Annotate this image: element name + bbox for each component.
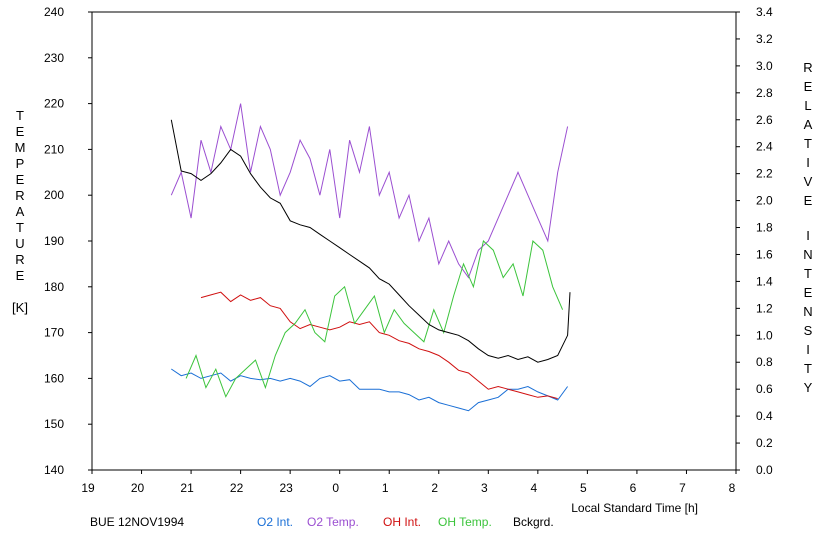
x-tick-label: 21 <box>180 481 194 495</box>
right-axis-letter: S <box>804 323 813 338</box>
right-axis-letter: E <box>804 193 813 208</box>
left-axis-letter: E <box>16 172 25 187</box>
left-axis-letter: A <box>16 204 25 219</box>
x-tick-label: 8 <box>729 481 736 495</box>
right-tick-label: 3.2 <box>756 32 773 46</box>
right-tick-label: 0.8 <box>756 355 773 369</box>
left-tick-label: 240 <box>44 5 64 19</box>
right-tick-label: 0.4 <box>756 409 773 423</box>
right-axis-letter: T <box>804 361 812 376</box>
right-axis-letter: E <box>804 79 813 94</box>
left-axis-letter: M <box>15 140 26 155</box>
right-axis-letter: A <box>804 117 813 132</box>
x-tick-label: 5 <box>580 481 587 495</box>
left-axis-letter: E <box>16 268 25 283</box>
left-tick-label: 140 <box>44 463 64 477</box>
right-tick-label: 2.4 <box>756 140 773 154</box>
right-axis-letter: T <box>804 266 812 281</box>
legend-item: O2 Temp. <box>307 515 359 529</box>
left-tick-label: 210 <box>44 142 64 156</box>
legend-item: OH Int. <box>383 515 421 529</box>
x-tick-label: 1 <box>382 481 389 495</box>
x-tick-label: 0 <box>332 481 339 495</box>
right-axis-letter: T <box>804 136 812 151</box>
right-tick-label: 1.4 <box>756 274 773 288</box>
series-line-0 <box>171 368 569 412</box>
x-tick-label: 7 <box>679 481 686 495</box>
series-line-1 <box>170 103 569 279</box>
right-tick-label: 1.8 <box>756 221 773 235</box>
right-axis-letter: R <box>803 60 812 75</box>
right-axis-letter: I <box>806 228 810 243</box>
left-axis-unit: [K] <box>12 300 28 315</box>
footer-title: BUE 12NOV1994 <box>90 515 184 529</box>
right-tick-label: 0.0 <box>756 463 773 477</box>
right-tick-label: 0.2 <box>756 436 773 450</box>
left-axis-letter: T <box>16 108 24 123</box>
right-axis-letter: V <box>804 174 813 189</box>
left-tick-label: 200 <box>44 188 64 202</box>
right-tick-label: 1.0 <box>756 328 773 342</box>
right-axis-letter: L <box>804 98 811 113</box>
right-tick-label: 2.2 <box>756 167 773 181</box>
left-axis-letter: E <box>16 124 25 139</box>
legend-item: OH Temp. <box>438 515 492 529</box>
legend-item: O2 Int. <box>257 515 293 529</box>
right-axis-letter: Y <box>804 380 813 395</box>
left-tick-label: 180 <box>44 280 64 294</box>
right-axis-letter: I <box>806 155 810 170</box>
x-tick-label: 23 <box>279 481 293 495</box>
right-tick-label: 1.2 <box>756 301 773 315</box>
right-tick-label: 0.6 <box>756 382 773 396</box>
right-tick-label: 2.8 <box>756 86 773 100</box>
x-tick-label: 3 <box>481 481 488 495</box>
x-tick-label: 4 <box>531 481 538 495</box>
right-axis-letter: E <box>804 285 813 300</box>
legend-item: Bckgrd. <box>513 515 554 529</box>
left-tick-label: 190 <box>44 234 64 248</box>
right-axis-letter: I <box>806 342 810 357</box>
left-axis-letter: T <box>16 220 24 235</box>
series-line-3 <box>185 240 564 398</box>
left-axis-letter: P <box>16 156 25 171</box>
right-tick-label: 2.0 <box>756 194 773 208</box>
x-tick-label: 20 <box>131 481 145 495</box>
x-axis-label: Local Standard Time [h] <box>571 501 698 515</box>
left-tick-label: 230 <box>44 51 64 65</box>
right-tick-label: 2.6 <box>756 113 773 127</box>
x-tick-label: 22 <box>230 481 244 495</box>
series-line-2 <box>200 291 558 400</box>
right-tick-label: 1.6 <box>756 247 773 261</box>
left-tick-label: 170 <box>44 326 64 340</box>
left-axis-letter: R <box>15 188 24 203</box>
left-tick-label: 150 <box>44 417 64 431</box>
x-tick-label: 2 <box>431 481 438 495</box>
series-line-4 <box>170 119 571 363</box>
left-tick-label: 220 <box>44 97 64 111</box>
right-axis-letter: N <box>803 247 812 262</box>
left-axis-letter: R <box>15 252 24 267</box>
right-tick-label: 3.4 <box>756 5 773 19</box>
right-axis-letter: N <box>803 304 812 319</box>
x-tick-label: 19 <box>81 481 95 495</box>
x-tick-label: 6 <box>630 481 637 495</box>
left-tick-label: 160 <box>44 371 64 385</box>
plot-frame <box>91 11 737 471</box>
left-axis-letter: U <box>15 236 24 251</box>
right-tick-label: 3.0 <box>756 59 773 73</box>
